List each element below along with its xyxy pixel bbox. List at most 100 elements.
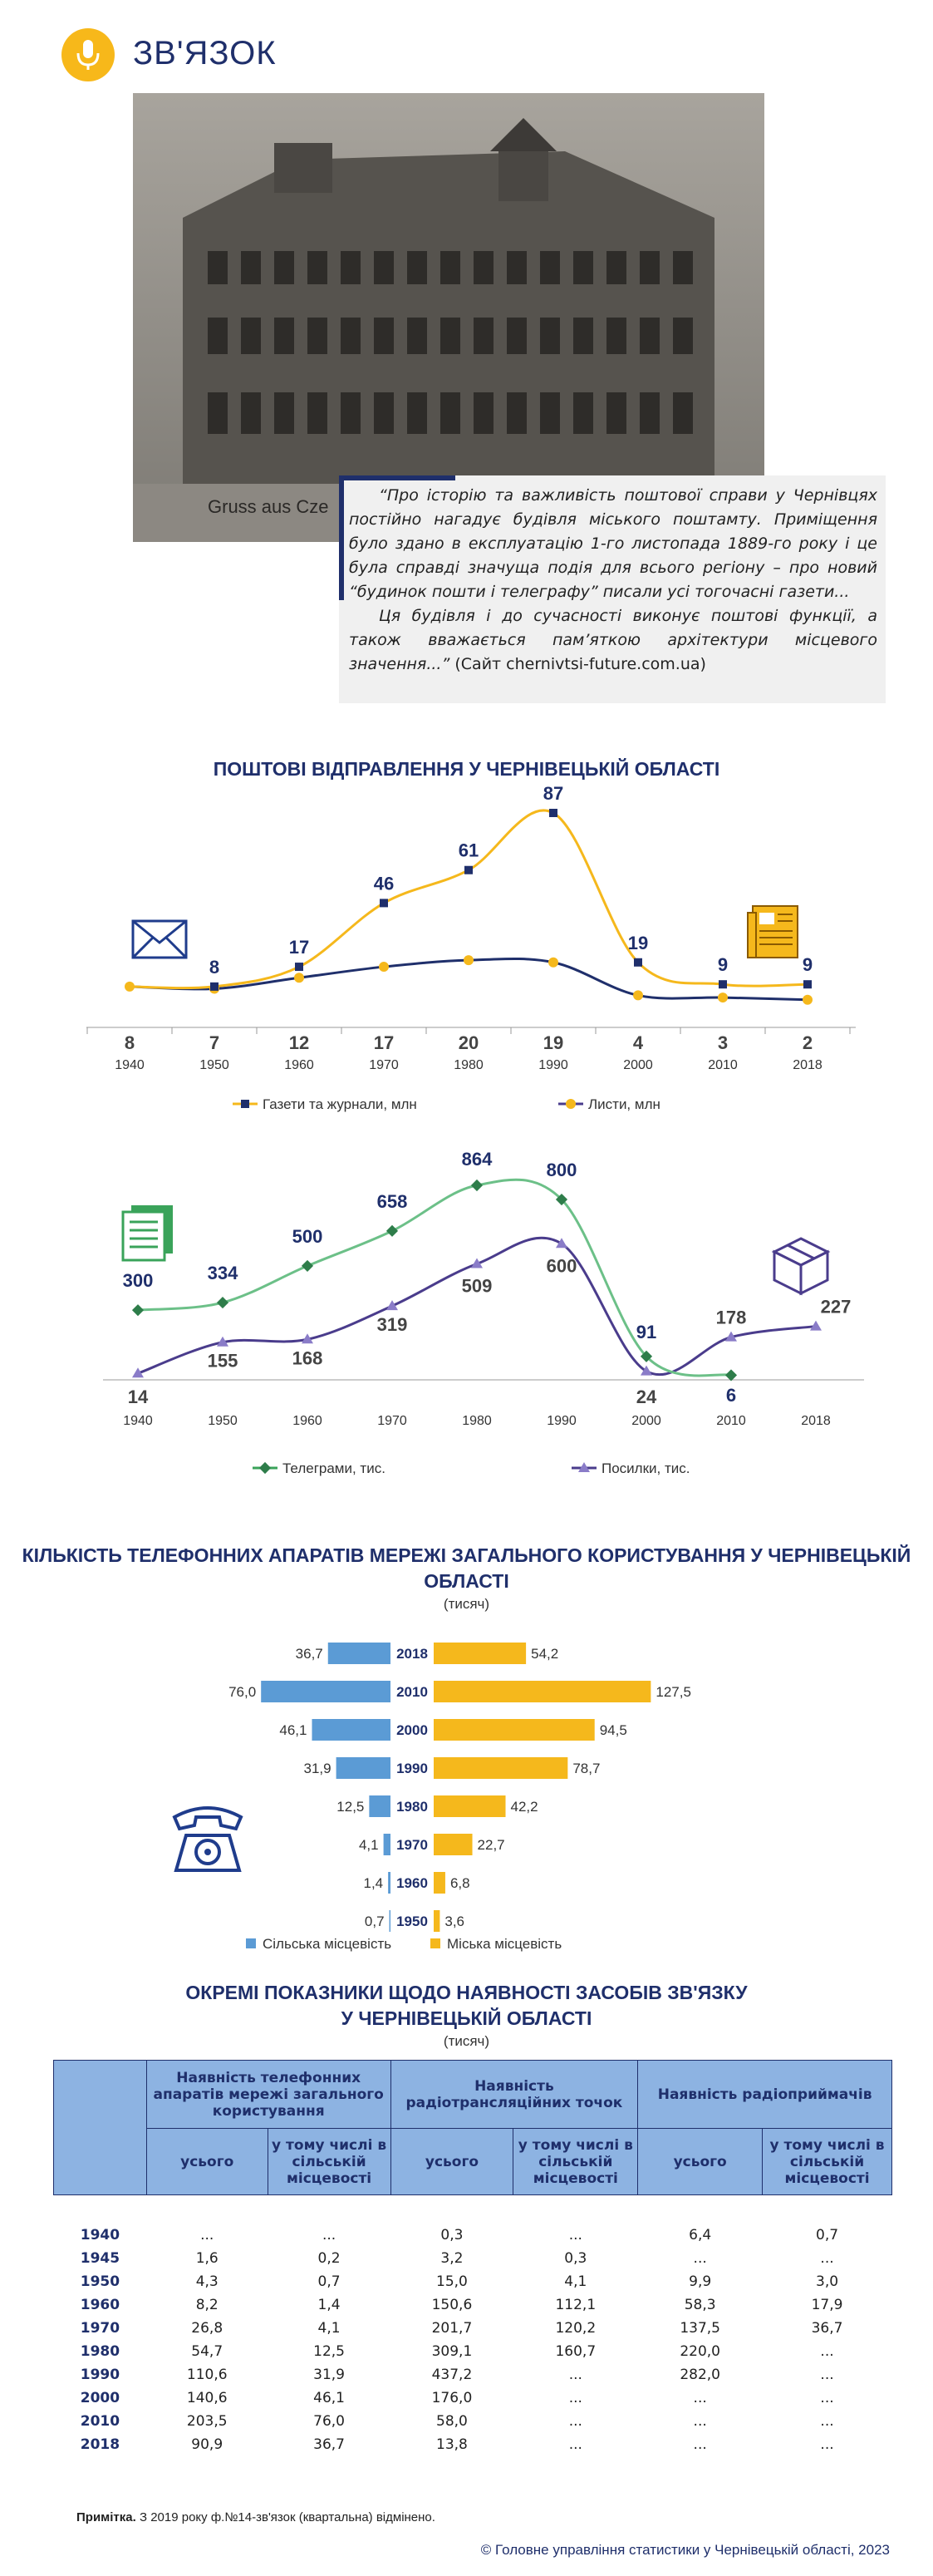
table-year-cell: 1940: [80, 2226, 120, 2244]
rural-data-label: 31,9: [304, 1761, 331, 1776]
x-tick-label: 2000: [623, 1058, 653, 1072]
table-cell: 112,1: [555, 2296, 597, 2313]
x-tick-label: 1960: [284, 1058, 314, 1072]
table-cell: 3,2: [440, 2249, 464, 2267]
table-cell: ...: [820, 2436, 834, 2453]
rural-bar: [312, 1719, 390, 1741]
table-cell: 0,7: [317, 2273, 341, 2290]
table-cell: ...: [820, 2342, 834, 2360]
table-cell: 4,3: [195, 2273, 219, 2290]
table-title: ОКРЕМІ ПОКАЗНИКИ ЩОДО НАЯВНОСТІ ЗАСОБІВ …: [185, 1982, 748, 2029]
letters-point: [464, 955, 474, 966]
quote-box: [339, 475, 886, 703]
table-cell: 137,5: [680, 2319, 720, 2337]
x-tick-label: 2010: [708, 1058, 738, 1072]
quote-accent-bar: [339, 475, 344, 600]
table-corner-header: [53, 2060, 147, 2195]
parcels-point: [217, 1336, 228, 1347]
phones-chart-unit: (тисяч): [443, 1596, 490, 1612]
year-label: 2000: [396, 1722, 428, 1738]
chart2-legend: Телеграми, тис. Посилки, тис.: [253, 1460, 690, 1476]
letters-data-label: 4: [633, 1032, 644, 1053]
table-cell: ...: [693, 2436, 707, 2453]
letters-point: [294, 973, 304, 983]
photo-caption: Gruss aus Cze: [208, 496, 329, 517]
urban-data-label: 54,2: [531, 1646, 558, 1662]
parcels-line: [137, 1236, 817, 1377]
year-label: 1950: [396, 1914, 428, 1929]
rural-bar: [336, 1757, 390, 1779]
table-cell: ...: [693, 2389, 707, 2406]
newspapers-data-label: 8: [209, 957, 219, 978]
table-year-cell: 1945: [80, 2249, 120, 2267]
telegrams-data-label: 800: [547, 1160, 577, 1180]
chart1-legend: Газети та журнали, млн Листи, млн: [233, 1096, 660, 1112]
letters-data-label: 7: [209, 1032, 219, 1053]
letters-data-label: 20: [459, 1032, 479, 1053]
quote-paragraph-1: “Про історію та важливість поштової спра…: [349, 486, 877, 601]
x-tick-label: 2010: [716, 1414, 746, 1428]
x-tick-label: 1950: [208, 1414, 238, 1428]
quote-source: (Сайт chernivtsi-future.com.ua): [454, 655, 706, 673]
parcels-point: [302, 1333, 313, 1344]
telegram-parcel-chart: 1940 1950 1960 1970 1980 1990 2000 2010 2018 300 3…: [103, 1149, 864, 1476]
table-cell: 0,7: [816, 2226, 839, 2244]
rural-data-label: 1,4: [363, 1875, 383, 1891]
table-year-cell: 1950: [80, 2273, 120, 2290]
envelope-icon: [131, 919, 188, 959]
table-cell: ...: [568, 2226, 582, 2244]
year-label: 2018: [396, 1646, 428, 1662]
letters-data-label: 8: [125, 1032, 135, 1053]
table-cell: 110,6: [186, 2366, 228, 2383]
newspapers-data-label: 9: [718, 954, 728, 975]
subheader-rural: у тому числі в сільській місцевості: [513, 2128, 639, 2195]
parcels-data-label: 319: [377, 1314, 408, 1335]
table-year-cell: 1990: [80, 2366, 120, 2383]
newspapers-point: [549, 809, 557, 817]
legend-parcels: Посилки, тис.: [602, 1460, 690, 1476]
letters-point: [125, 981, 135, 992]
table-cell: ...: [820, 2412, 834, 2430]
table-cell: 76,0: [313, 2412, 345, 2430]
rural-data-label: 36,7: [296, 1646, 323, 1662]
phones-chart-title: КІЛЬКІСТЬ ТЕЛЕФОННИХ АПАРАТІВ МЕРЕЖІ ЗАГ…: [22, 1544, 911, 1592]
table-row: 1980 54,7 12,5 309,1 160,7 220,0...: [54, 2340, 892, 2363]
x-tick-label: 2000: [631, 1414, 661, 1428]
telegrams-data-label: 6: [726, 1385, 736, 1406]
table-cell: 15,0: [436, 2273, 468, 2290]
table-row: 1940...... 0,3... 6,4 0,7: [54, 2224, 892, 2247]
table-year-cell: 2000: [80, 2389, 120, 2406]
parcels-point: [132, 1367, 144, 1378]
table-cell: 9,9: [689, 2273, 712, 2290]
newspapers-data-label: 19: [628, 933, 648, 953]
newspaper-icon: [747, 905, 798, 958]
table-row: 1960 8,2 1,4 150,6 112,1 58,3 17,9: [54, 2293, 892, 2317]
urban-bar: [434, 1872, 445, 1894]
parcels-data-label: 509: [462, 1276, 493, 1297]
table-cell: 160,7: [555, 2342, 597, 2360]
table-cell: 4,1: [317, 2319, 341, 2337]
table-cell: 282,0: [680, 2366, 720, 2383]
legend-telegrams: Телеграми, тис.: [282, 1460, 385, 1476]
table-cell: 176,0: [431, 2389, 473, 2406]
table-cell: 36,7: [811, 2319, 843, 2337]
parcels-data-label: 600: [547, 1255, 577, 1276]
rural-data-label: 0,7: [365, 1914, 385, 1929]
x-tick-label: 1990: [538, 1058, 568, 1072]
rural-bar: [261, 1681, 390, 1702]
newspapers-data-label: 87: [543, 783, 563, 804]
table-row: 1950 4,3 0,7 15,0 4,1 9,9 3,0: [54, 2270, 892, 2293]
newspapers-point: [295, 963, 303, 972]
telegrams-point: [216, 1297, 229, 1309]
table-cell: 58,0: [436, 2412, 468, 2430]
rural-data-label: 46,1: [279, 1722, 307, 1738]
rural-bar: [383, 1834, 390, 1855]
urban-data-label: 22,7: [478, 1837, 505, 1853]
table-cell: 203,5: [186, 2412, 228, 2430]
subheader-total: усього: [637, 2128, 764, 2195]
quote-text: “Про історію та важливість поштової спра…: [349, 484, 877, 677]
table-cell: ...: [820, 2389, 834, 2406]
footnote: Примітка. З 2019 року ф.№14-зв'язок (ква…: [76, 2510, 435, 2524]
table-cell: ...: [568, 2389, 582, 2406]
